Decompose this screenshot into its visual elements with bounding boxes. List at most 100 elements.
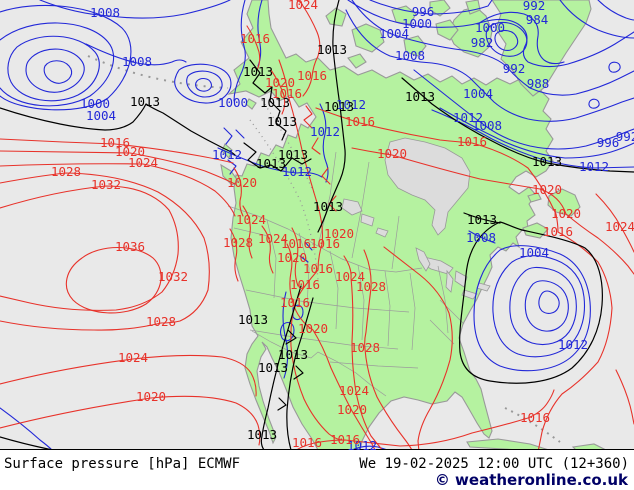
pressure-label: 1013 (243, 64, 273, 79)
pressure-label: 1013 (317, 42, 347, 57)
pressure-label: 1012 (282, 164, 312, 179)
pressure-label: 1013 (467, 212, 497, 227)
product-label: Surface pressure [hPa] ECMWF (4, 456, 241, 472)
pressure-label: 1016 (281, 236, 311, 251)
isobars-low-layer (0, 0, 634, 450)
pressure-label: 1013 (313, 199, 343, 214)
pressure-label: 1000 (402, 16, 432, 31)
borders-layer (227, 151, 465, 397)
pressure-label: 1016 (292, 435, 322, 450)
pressure-label: 1024 (118, 350, 148, 365)
pressure-label: 1028 (146, 314, 176, 329)
pressure-label: 982 (471, 35, 494, 50)
pressure-label: 992 (503, 61, 526, 76)
isobars-high-layer (0, 0, 634, 450)
pressure-label: 1012 (310, 124, 340, 139)
pressure-label: 1028 (223, 235, 253, 250)
pressure-label: 1013 (130, 94, 160, 109)
pressure-label: 996 (412, 4, 435, 19)
pressure-label: 1013 (260, 95, 290, 110)
pressure-label: 1024 (128, 155, 158, 170)
pressure-label: 1004 (519, 245, 549, 260)
pressure-label: 1012 (347, 438, 377, 450)
pressure-label: 1016 (240, 31, 270, 46)
pressure-label: 1013 (247, 427, 277, 442)
pressure-label: 1004 (463, 86, 493, 101)
pressure-label: 1016 (272, 86, 302, 101)
pressure-label: 1008 (122, 54, 152, 69)
pressure-label: 1024 (258, 231, 288, 246)
pressure-label: 1024 (605, 219, 634, 234)
pressure-label: 1008 (90, 5, 120, 20)
pressure-label: 1020 (337, 402, 367, 417)
pressure-label: 992 (523, 0, 546, 13)
pressure-label: 1004 (86, 108, 116, 123)
pressure-label: 1012 (579, 159, 609, 174)
pressure-label: 1016 (330, 432, 360, 447)
pressure-label: 1016 (303, 261, 333, 276)
lakes-layer (341, 137, 491, 300)
pressure-label: 1020 (227, 175, 257, 190)
pressure-label: 1028 (51, 164, 81, 179)
pressure-label: 1013 (405, 89, 435, 104)
pressure-label: 1024 (288, 0, 318, 12)
pressure-label: 1020 (377, 146, 407, 161)
pressure-label: 1008 (472, 118, 502, 133)
land-layer (220, 0, 607, 450)
pressure-label: 988 (527, 76, 550, 91)
pressure-label: 1016 (297, 68, 327, 83)
pressure-label: 1013 (238, 312, 268, 327)
pressure-label: 1028 (350, 340, 380, 355)
pressure-label: 1032 (91, 177, 121, 192)
pressure-labels-layer: 1008100810001004100010121012101210129961… (51, 0, 634, 450)
pressure-label: 984 (526, 12, 549, 27)
pressure-label: 1012 (558, 337, 588, 352)
pressure-label: 1013 (267, 114, 297, 129)
pressure-label: 1016 (520, 410, 550, 425)
pressure-label: 1013 (324, 99, 354, 114)
pressure-label: 1013 (278, 347, 308, 362)
pressure-label: 1016 (310, 236, 340, 251)
pressure-label: 1013 (256, 156, 286, 171)
pressure-label: 1016 (457, 134, 487, 149)
pressure-label: 1020 (551, 206, 581, 221)
valid-time-label: We 19-02-2025 12:00 UTC (12+360) (359, 456, 629, 472)
copyright-link[interactable]: © weatheronline.co.uk (434, 471, 628, 489)
pressure-label: 1008 (466, 230, 496, 245)
pressure-label: 1016 (543, 224, 573, 239)
pressure-label: 1036 (115, 239, 145, 254)
pressure-label: 992 (616, 129, 634, 144)
pressure-label: 1000 (80, 96, 110, 111)
pressure-label: 996 (597, 135, 620, 150)
pressure-label: 1020 (115, 144, 145, 159)
pressure-label: 1012 (453, 110, 483, 125)
status-bar: Surface pressure [hPa] ECMWF We 19-02-20… (0, 450, 634, 490)
pressure-label: 1024 (335, 269, 365, 284)
pressure-label: 1016 (345, 114, 375, 129)
pressure-label: 1013 (532, 154, 562, 169)
pressure-label: 1016 (100, 135, 130, 150)
pressure-label: 1012 (336, 97, 366, 112)
pressure-label: 1016 (290, 277, 320, 292)
isobars-reference-layer (0, 0, 634, 450)
pressure-label: 1028 (356, 279, 386, 294)
pressure-label: 1020 (324, 226, 354, 241)
pressure-label: 1008 (395, 48, 425, 63)
pressure-label: 1012 (212, 147, 242, 162)
pressure-label: 1032 (158, 269, 188, 284)
pressure-label: 1020 (136, 389, 166, 404)
pressure-label: 1020 (277, 250, 307, 265)
pressure-label: 1013 (278, 147, 308, 162)
pressure-label: 1024 (339, 383, 369, 398)
pressure-label: 1020 (265, 75, 295, 90)
surface-pressure-map: 1008100810001004100010121012101210129961… (0, 0, 634, 450)
pressure-label: 1000 (218, 95, 248, 110)
pressure-label: 1004 (379, 26, 409, 41)
pressure-label: 1000 (475, 20, 505, 35)
pressure-label: 1020 (298, 321, 328, 336)
pressure-label: 1020 (532, 182, 562, 197)
pressure-label: 1016 (280, 295, 310, 310)
pressure-label: 1013 (258, 360, 288, 375)
pressure-label: 1024 (236, 212, 266, 227)
